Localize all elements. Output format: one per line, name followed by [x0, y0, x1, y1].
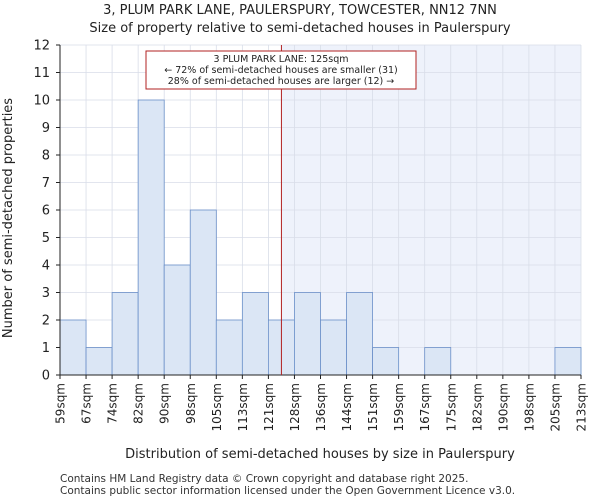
annotation-line: 28% of semi-detached houses are larger (… — [168, 76, 395, 87]
x-tick-label: 151sqm — [366, 383, 380, 431]
y-tick-label: 8 — [42, 149, 50, 164]
y-tick-label: 10 — [33, 94, 50, 109]
x-tick-label: 167sqm — [418, 383, 432, 431]
y-tick-label: 3 — [42, 286, 50, 301]
histogram-bar — [241, 292, 269, 376]
histogram-bar — [424, 347, 452, 376]
x-tick-label: 67sqm — [80, 383, 94, 424]
y-tick-label: 7 — [42, 176, 50, 191]
histogram-bar — [346, 292, 373, 376]
x-tick-label: 198sqm — [522, 383, 536, 431]
histogram-bar — [163, 264, 191, 376]
y-tick-label: 2 — [42, 314, 50, 329]
x-tick-label: 136sqm — [314, 383, 328, 431]
x-tick-label: 144sqm — [340, 383, 354, 431]
x-tick-label: 128sqm — [288, 383, 302, 431]
chart-title: 3, PLUM PARK LANE, PAULERSPURY, TOWCESTE… — [103, 3, 497, 18]
y-tick-label: 11 — [33, 66, 50, 81]
histogram-bar — [85, 347, 113, 376]
y-tick-label: 6 — [42, 204, 50, 219]
x-tick-label: 105sqm — [210, 383, 224, 431]
x-tick-label: 90sqm — [158, 383, 172, 424]
histogram-bar — [59, 319, 87, 376]
histogram-bar — [215, 319, 243, 376]
x-tick-label: 98sqm — [184, 383, 198, 424]
x-tick-label: 175sqm — [444, 383, 458, 431]
x-tick-label: 190sqm — [496, 383, 510, 431]
x-tick-label: 121sqm — [262, 383, 276, 431]
y-tick-label: 9 — [42, 121, 50, 136]
x-tick-label: 182sqm — [470, 383, 484, 431]
y-tick-label: 0 — [42, 369, 50, 384]
x-tick-label: 82sqm — [132, 383, 146, 424]
x-tick-label: 159sqm — [392, 383, 406, 431]
histogram-bar — [189, 209, 217, 376]
x-tick-label: 59sqm — [54, 383, 68, 424]
annotation-line: 3 PLUM PARK LANE: 125sqm — [214, 54, 349, 65]
histogram-bar — [111, 292, 139, 376]
histogram-bar — [294, 292, 321, 376]
histogram-bar — [554, 347, 582, 376]
x-tick-label: 205sqm — [548, 383, 562, 431]
y-tick-label: 12 — [33, 39, 50, 54]
x-tick-label: 74sqm — [106, 383, 120, 424]
x-axis-label: Distribution of semi-detached houses by … — [125, 447, 515, 462]
x-tick-label: 113sqm — [236, 383, 250, 431]
y-tick-label: 4 — [42, 259, 50, 274]
histogram-bar — [372, 347, 400, 376]
histogram-bar — [137, 99, 165, 376]
annotation-line: ← 72% of semi-detached houses are smalle… — [164, 65, 398, 76]
histogram-bar — [320, 319, 347, 376]
y-tick-label: 1 — [42, 341, 50, 356]
y-axis-label: Number of semi-detached properties — [1, 98, 16, 338]
annotation-box — [145, 50, 417, 90]
footer-licence: Contains public sector information licen… — [60, 485, 516, 497]
footer-copyright: Contains HM Land Registry data © Crown c… — [60, 473, 469, 485]
x-tick-label: 213sqm — [575, 383, 589, 431]
y-tick-label: 5 — [42, 231, 50, 246]
chart-subtitle: Size of property relative to semi-detach… — [89, 21, 511, 36]
